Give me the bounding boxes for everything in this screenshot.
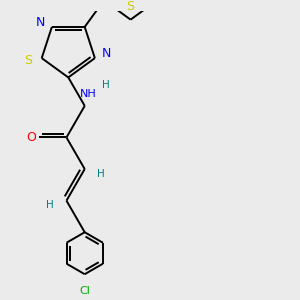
Text: Cl: Cl <box>79 286 90 296</box>
Text: NH: NH <box>80 89 97 99</box>
Text: N: N <box>102 47 111 60</box>
Text: H: H <box>97 169 105 179</box>
Text: H: H <box>102 80 110 90</box>
Text: H: H <box>46 200 54 210</box>
Text: N: N <box>36 16 45 28</box>
Text: S: S <box>127 0 135 13</box>
Text: S: S <box>24 53 32 67</box>
Text: O: O <box>26 131 36 144</box>
